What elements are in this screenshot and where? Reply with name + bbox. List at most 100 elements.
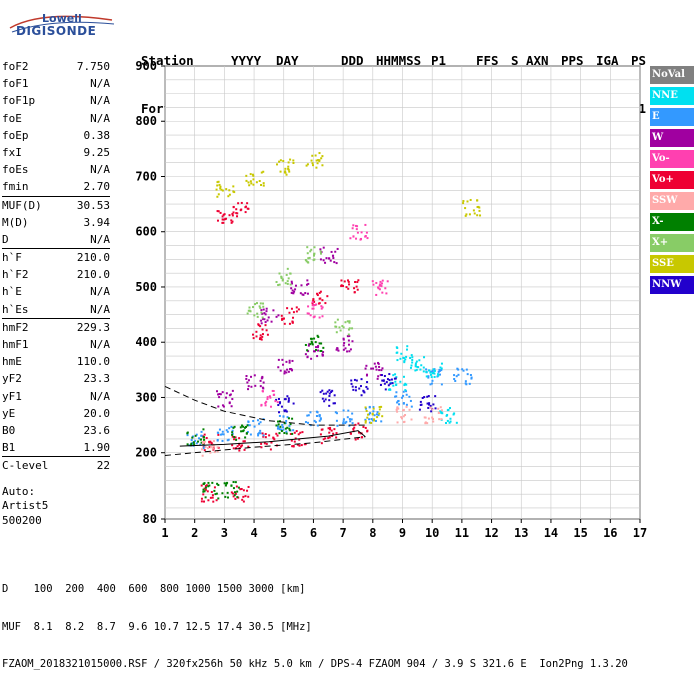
logo-swoosh-icon xyxy=(9,15,115,33)
echo-point xyxy=(283,370,286,373)
echo-point xyxy=(287,161,290,164)
echo-point xyxy=(290,307,293,310)
param-row: foF1p N/A xyxy=(2,92,110,109)
echo-point xyxy=(286,280,289,283)
echo-point xyxy=(297,433,300,436)
echo-point xyxy=(335,262,338,265)
param-value: 229.3 xyxy=(76,320,110,334)
echo-point xyxy=(247,181,250,184)
echo-point xyxy=(328,399,331,402)
echo-point xyxy=(371,419,374,422)
echo-point xyxy=(211,447,214,450)
echo-point xyxy=(313,253,316,256)
digisonde-logo: Lowell DIGISONDE xyxy=(2,6,130,46)
echo-point xyxy=(240,487,243,490)
echo-point xyxy=(286,368,289,371)
echo-point xyxy=(418,359,421,362)
echo-point xyxy=(255,335,258,338)
echo-point xyxy=(348,283,351,286)
echo-point xyxy=(409,357,412,360)
echo-point xyxy=(248,424,251,427)
echo-point xyxy=(434,407,437,410)
echo-point xyxy=(440,409,443,412)
echo-point xyxy=(411,356,414,359)
echo-point xyxy=(258,305,261,308)
echo-point xyxy=(221,391,224,394)
echo-point xyxy=(378,412,381,415)
echo-point xyxy=(261,317,264,320)
param-row: h`F2 210.0 xyxy=(2,266,110,283)
echo-point xyxy=(327,437,330,440)
echo-point xyxy=(233,491,236,494)
echo-point xyxy=(307,261,310,264)
echo-point xyxy=(338,326,341,329)
echo-point xyxy=(328,395,331,398)
echo-point xyxy=(261,333,264,336)
echo-point xyxy=(279,170,282,173)
echo-point xyxy=(432,403,435,406)
echo-point xyxy=(469,198,472,201)
echo-point xyxy=(322,392,325,395)
echo-point xyxy=(216,446,219,449)
echo-point xyxy=(192,441,195,444)
echo-point xyxy=(208,446,211,449)
echo-point xyxy=(226,430,229,433)
echo-point xyxy=(411,361,414,364)
echo-point xyxy=(313,246,316,249)
echo-point xyxy=(271,389,274,392)
echo-point xyxy=(242,489,245,492)
echo-point xyxy=(321,353,324,356)
param-value: 1.90 xyxy=(83,441,111,455)
echo-point xyxy=(313,258,316,261)
echo-point xyxy=(388,373,391,376)
echo-point xyxy=(466,200,469,203)
echo-point xyxy=(242,440,245,443)
y-tick-label: 500 xyxy=(135,280,157,294)
echo-point xyxy=(342,344,345,347)
echo-point xyxy=(268,434,271,437)
echo-point xyxy=(309,337,312,340)
param-name: hmF2 xyxy=(2,320,29,334)
echo-point xyxy=(315,348,318,351)
echo-point xyxy=(346,416,349,419)
echo-point xyxy=(402,356,405,359)
echo-point xyxy=(374,419,377,422)
echo-point xyxy=(378,365,381,368)
echo-point xyxy=(478,209,481,212)
param-name: foF1p xyxy=(2,94,36,108)
param-name: yE xyxy=(2,406,16,420)
echo-point xyxy=(352,427,355,430)
echo-point xyxy=(266,396,269,399)
echo-point xyxy=(306,292,309,295)
echo-point xyxy=(234,497,237,500)
echo-point xyxy=(233,438,236,441)
echo-point xyxy=(403,361,406,364)
echo-point xyxy=(286,426,289,429)
echo-point xyxy=(295,306,298,309)
echo-point xyxy=(259,421,262,424)
echo-point xyxy=(214,493,217,496)
echo-point xyxy=(431,416,434,419)
echo-point xyxy=(221,215,224,218)
echo-point xyxy=(186,431,189,434)
echo-point xyxy=(307,414,310,417)
echo-point xyxy=(238,449,241,452)
echo-point xyxy=(293,290,296,293)
echo-point xyxy=(321,389,324,392)
echo-point xyxy=(203,487,206,490)
echo-point xyxy=(346,320,349,323)
echo-point xyxy=(352,224,355,227)
echo-point xyxy=(287,397,290,400)
param-separator xyxy=(2,456,110,458)
echo-point xyxy=(440,362,443,365)
echo-point xyxy=(315,414,318,417)
echo-point xyxy=(294,437,297,440)
echo-point xyxy=(379,374,382,377)
echo-point xyxy=(304,343,307,346)
echo-point xyxy=(232,190,235,193)
echo-point xyxy=(298,444,301,447)
echo-point xyxy=(336,347,339,350)
echo-point xyxy=(386,378,389,381)
param-row: yF1 N/A xyxy=(2,388,110,405)
header-label-3: DDD xyxy=(341,53,364,68)
